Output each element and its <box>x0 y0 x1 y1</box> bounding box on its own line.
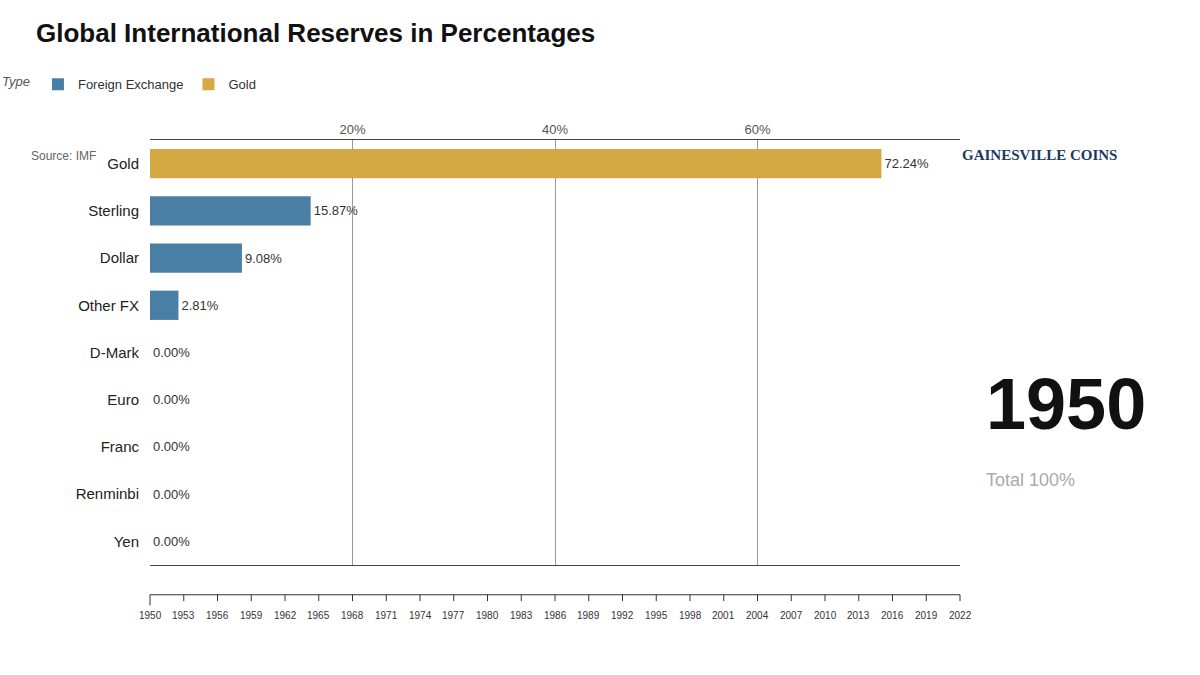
svg-text:2.81%: 2.81% <box>181 298 218 313</box>
svg-text:2007: 2007 <box>780 610 803 621</box>
svg-text:1965: 1965 <box>307 610 330 621</box>
svg-text:1998: 1998 <box>679 610 702 621</box>
svg-text:Type: Type <box>2 74 30 89</box>
svg-text:72.24%: 72.24% <box>884 156 929 171</box>
svg-text:2016: 2016 <box>881 610 904 621</box>
svg-text:1992: 1992 <box>611 610 634 621</box>
svg-text:Foreign Exchange: Foreign Exchange <box>78 77 184 92</box>
svg-text:1995: 1995 <box>645 610 668 621</box>
svg-text:1971: 1971 <box>375 610 398 621</box>
svg-text:Yen: Yen <box>114 533 139 550</box>
svg-text:Global International Reserves: Global International Reserves in Percent… <box>36 18 595 48</box>
svg-text:1977: 1977 <box>442 610 465 621</box>
svg-text:Renminbi: Renminbi <box>76 485 139 502</box>
svg-text:1962: 1962 <box>274 610 297 621</box>
svg-text:60%: 60% <box>744 122 770 137</box>
svg-text:1956: 1956 <box>206 610 229 621</box>
svg-text:Gold: Gold <box>107 155 139 172</box>
svg-text:1974: 1974 <box>409 610 432 621</box>
svg-text:1950: 1950 <box>139 610 162 621</box>
svg-text:0.00%: 0.00% <box>153 439 190 454</box>
svg-text:15.87%: 15.87% <box>314 203 359 218</box>
svg-text:Total 100%: Total 100% <box>986 470 1075 490</box>
svg-text:Euro: Euro <box>107 391 139 408</box>
svg-text:0.00%: 0.00% <box>153 534 190 549</box>
svg-text:1953: 1953 <box>172 610 195 621</box>
svg-text:9.08%: 9.08% <box>245 251 282 266</box>
svg-text:20%: 20% <box>339 122 365 137</box>
svg-text:1968: 1968 <box>341 610 364 621</box>
svg-text:Franc: Franc <box>101 438 140 455</box>
svg-text:D-Mark: D-Mark <box>90 344 140 361</box>
svg-text:Sterling: Sterling <box>88 202 139 219</box>
svg-text:1989: 1989 <box>577 610 600 621</box>
svg-text:Source: IMF: Source: IMF <box>31 149 96 163</box>
svg-text:1950: 1950 <box>986 364 1146 444</box>
svg-text:2001: 2001 <box>712 610 735 621</box>
svg-text:Other FX: Other FX <box>78 297 139 314</box>
svg-text:2004: 2004 <box>746 610 769 621</box>
svg-text:1959: 1959 <box>240 610 263 621</box>
svg-text:2019: 2019 <box>915 610 938 621</box>
svg-text:2010: 2010 <box>814 610 837 621</box>
svg-text:2013: 2013 <box>847 610 870 621</box>
svg-text:2022: 2022 <box>949 610 972 621</box>
svg-text:0.00%: 0.00% <box>153 392 190 407</box>
svg-text:1980: 1980 <box>476 610 499 621</box>
svg-text:Gold: Gold <box>228 77 255 92</box>
svg-text:Dollar: Dollar <box>100 249 139 266</box>
svg-text:0.00%: 0.00% <box>153 487 190 502</box>
svg-text:1986: 1986 <box>544 610 567 621</box>
svg-text:0.00%: 0.00% <box>153 345 190 360</box>
svg-text:GAINESVILLE COINS: GAINESVILLE COINS <box>962 147 1117 163</box>
svg-text:1983: 1983 <box>510 610 533 621</box>
svg-text:40%: 40% <box>542 122 568 137</box>
